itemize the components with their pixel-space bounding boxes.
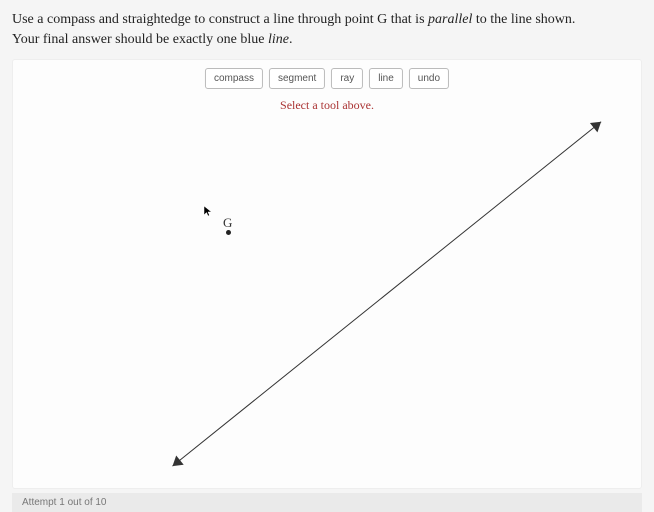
point-g-label: G [223,215,232,231]
instruction-text-2b: . [289,32,293,47]
instruction-text-1a: Use a compass and straightedge to constr… [12,12,428,27]
instruction-block: Use a compass and straightedge to constr… [0,0,654,55]
point-g-dot [226,230,231,235]
instruction-italic-1: parallel [428,12,472,27]
segment-button[interactable]: segment [269,68,325,89]
instruction-italic-2: line [268,32,289,47]
cursor-icon [203,205,215,217]
attempt-counter: Attempt 1 out of 10 [22,497,107,508]
footer-bar: Attempt 1 out of 10 [12,493,642,512]
ray-button[interactable]: ray [331,68,363,89]
tool-hint: Select a tool above. [280,98,374,113]
instruction-text-2a: Your final answer should be exactly one … [12,32,268,47]
construction-canvas [13,60,641,488]
construction-workspace[interactable]: compass segment ray line undo Select a t… [12,59,642,489]
instruction-text-1b: to the line shown. [472,12,575,27]
line-button[interactable]: line [369,68,403,89]
compass-button[interactable]: compass [205,68,263,89]
tool-toolbar: compass segment ray line undo [205,68,449,89]
undo-button[interactable]: undo [409,68,449,89]
